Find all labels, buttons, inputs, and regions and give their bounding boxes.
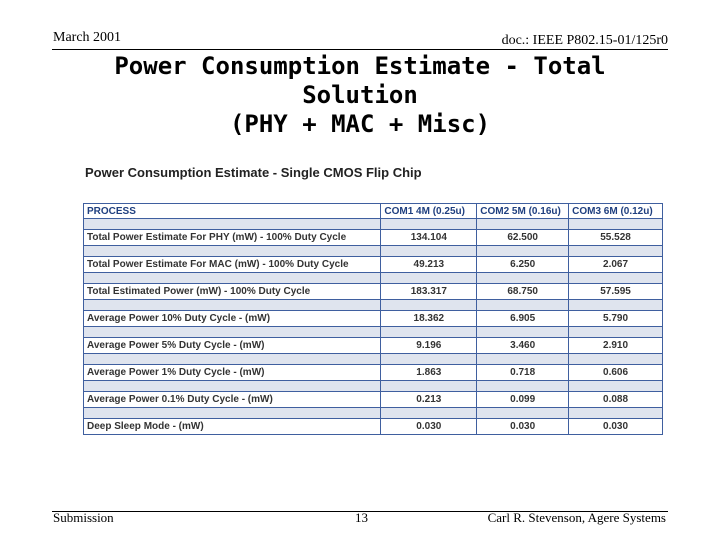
gap-cell: [476, 326, 570, 338]
table-row: Total Power Estimate For MAC (mW) - 100%…: [82, 256, 663, 273]
row-label: Total Power Estimate For PHY (mW) - 100%…: [82, 229, 382, 246]
gap-cell: [476, 299, 570, 311]
row-gap: [82, 380, 663, 392]
table-row: Total Power Estimate For PHY (mW) - 100%…: [82, 229, 663, 246]
column-header: COM2 5M (0.16u): [476, 203, 570, 219]
row-label: Average Power 0.1% Duty Cycle - (mW): [82, 391, 382, 408]
row-gap: [82, 353, 663, 365]
date: March 2001: [53, 30, 122, 45]
gap-cell: [476, 407, 570, 419]
value-cell: 6.905: [476, 310, 570, 327]
title-line: Power Consumption Estimate - Total: [114, 52, 606, 80]
gap-cell: [82, 218, 382, 230]
gap-cell: [380, 353, 478, 365]
table-row: Average Power 1% Duty Cycle - (mW) 1.863 0…: [82, 364, 663, 381]
gap-cell: [568, 272, 663, 284]
value-cell: 3.460: [476, 337, 570, 354]
gap-cell: [568, 353, 663, 365]
gap-cell: [380, 299, 478, 311]
value-cell: 0.088: [568, 391, 663, 408]
row-gap: [82, 272, 663, 284]
value-cell: 0.030: [380, 418, 478, 435]
gap-cell: [380, 245, 478, 257]
value-cell: 49.213: [380, 256, 478, 273]
row-gap: [82, 218, 663, 230]
column-header: COM1 4M (0.25u): [380, 203, 478, 219]
table-row: Average Power 10% Duty Cycle - (mW) 18.36…: [82, 310, 663, 327]
gap-cell: [476, 218, 570, 230]
value-cell: 134.104: [380, 229, 478, 246]
gap-cell: [82, 272, 382, 284]
gap-cell: [568, 218, 663, 230]
value-cell: 1.863: [380, 364, 478, 381]
footer-rule: [52, 511, 668, 512]
power-table: PROCESS COM1 4M (0.25u) COM2 5M (0.16u) COM…: [82, 203, 663, 435]
value-cell: 6.250: [476, 256, 570, 273]
gap-cell: [476, 245, 570, 257]
title-line: Solution: [302, 81, 418, 109]
value-cell: 18.362: [380, 310, 478, 327]
gap-cell: [568, 299, 663, 311]
table-row: Average Power 5% Duty Cycle - (mW) 9.196 3…: [82, 337, 663, 354]
row-label: Average Power 1% Duty Cycle - (mW): [82, 364, 382, 381]
row-label: Total Power Estimate For MAC (mW) - 100%…: [82, 256, 382, 273]
row-gap: [82, 245, 663, 257]
value-cell: 183.317: [380, 283, 478, 300]
row-label: Total Estimated Power (mW) - 100% Duty C…: [82, 283, 382, 300]
gap-cell: [82, 380, 382, 392]
gap-cell: [568, 245, 663, 257]
row-label: Average Power 5% Duty Cycle - (mW): [82, 337, 382, 354]
title: Power Consumption Estimate - Total Soluti…: [0, 52, 720, 139]
value-cell: 68.750: [476, 283, 570, 300]
title-line: (PHY + MAC + Misc): [229, 110, 491, 138]
value-cell: 0.213: [380, 391, 478, 408]
table-caption: Power Consumption Estimate - Single CMOS…: [85, 165, 422, 180]
row-gap: [82, 326, 663, 338]
doc-id: doc.: IEEE P802.15-01/125r0: [501, 33, 668, 48]
table-row: Deep Sleep Mode - (mW) 0.030 0.030 0.030: [82, 418, 663, 435]
header-rule: [52, 49, 668, 50]
value-cell: 9.196: [380, 337, 478, 354]
gap-cell: [82, 245, 382, 257]
gap-cell: [476, 272, 570, 284]
page-number: 13: [355, 510, 368, 525]
gap-cell: [380, 326, 478, 338]
footer-left: Submission: [53, 510, 114, 525]
gap-cell: [380, 272, 478, 284]
row-gap: [82, 299, 663, 311]
gap-cell: [476, 353, 570, 365]
gap-cell: [380, 218, 478, 230]
value-cell: 57.595: [568, 283, 663, 300]
value-cell: 0.606: [568, 364, 663, 381]
value-cell: 62.500: [476, 229, 570, 246]
row-label: Deep Sleep Mode - (mW): [82, 418, 382, 435]
header-row: PROCESS COM1 4M (0.25u) COM2 5M (0.16u) COM…: [82, 203, 663, 219]
row-label: Average Power 10% Duty Cycle - (mW): [82, 310, 382, 327]
footer-author: Carl R. Stevenson, Agere Systems: [487, 510, 666, 525]
value-cell: 55.528: [568, 229, 663, 246]
gap-cell: [380, 407, 478, 419]
gap-cell: [82, 353, 382, 365]
column-header: COM3 6M (0.12u): [568, 203, 663, 219]
gap-cell: [82, 299, 382, 311]
gap-cell: [568, 407, 663, 419]
value-cell: 5.790: [568, 310, 663, 327]
value-cell: 0.718: [476, 364, 570, 381]
value-cell: 0.030: [568, 418, 663, 435]
value-cell: 0.030: [476, 418, 570, 435]
value-cell: 2.910: [568, 337, 663, 354]
row-gap: [82, 407, 663, 419]
table-row: Total Estimated Power (mW) - 100% Duty C…: [82, 283, 663, 300]
column-header: PROCESS: [82, 203, 382, 219]
value-cell: 0.099: [476, 391, 570, 408]
gap-cell: [568, 326, 663, 338]
gap-cell: [476, 380, 570, 392]
value-cell: 2.067: [568, 256, 663, 273]
gap-cell: [568, 380, 663, 392]
gap-cell: [82, 407, 382, 419]
table-row: Average Power 0.1% Duty Cycle - (mW) 0.21…: [82, 391, 663, 408]
gap-cell: [380, 380, 478, 392]
gap-cell: [82, 326, 382, 338]
